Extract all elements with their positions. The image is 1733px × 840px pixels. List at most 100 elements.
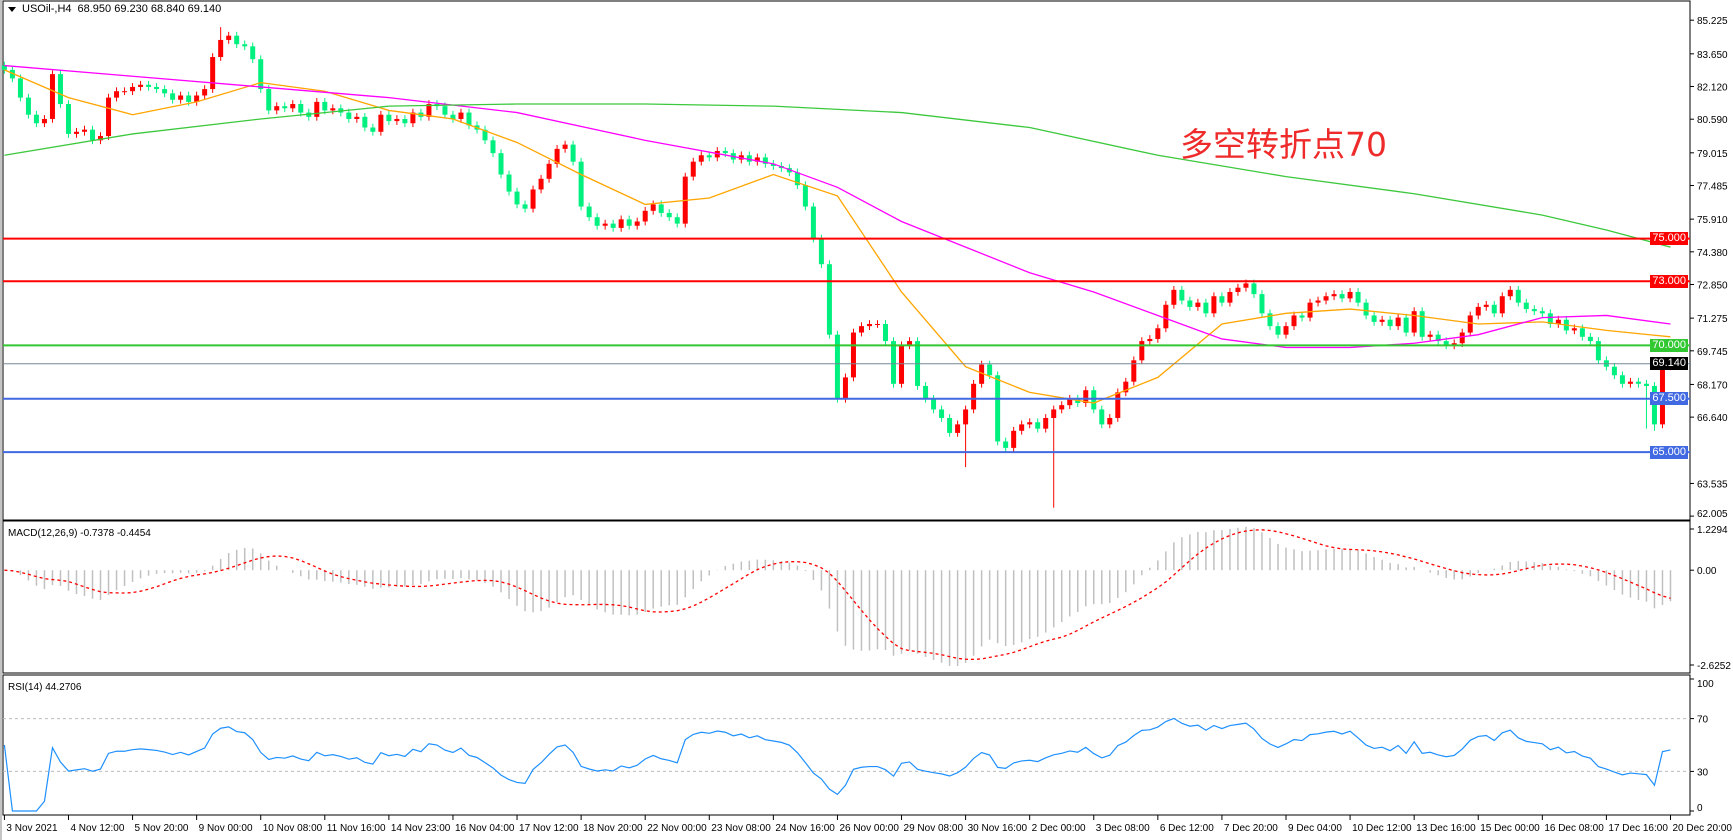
candle-down <box>482 129 488 141</box>
candle-up <box>963 409 969 425</box>
dropdown-triangle-icon[interactable] <box>8 6 16 12</box>
candle-up <box>314 101 320 117</box>
candle-down <box>1355 291 1361 303</box>
level-label: 70.000 <box>1650 338 1688 352</box>
candle-up <box>1107 417 1113 425</box>
candle-up <box>562 144 568 149</box>
candle-up <box>218 39 224 58</box>
price-tick-label: 83.650 <box>1697 50 1728 61</box>
price-tick-label: 66.640 <box>1697 413 1728 424</box>
time-tick-label: 4 Nov 12:00 <box>70 823 124 834</box>
candle-down <box>1251 283 1257 295</box>
candle-down <box>258 59 264 90</box>
candle-up <box>618 219 624 228</box>
candle-up <box>634 221 640 226</box>
candle-up <box>138 84 144 87</box>
macd-label: MACD(12,26,9) -0.7378 -0.4454 <box>8 528 151 539</box>
candle-up <box>1163 304 1169 329</box>
candle-down <box>1387 319 1393 327</box>
candle-up <box>1139 341 1145 361</box>
candle-down <box>666 212 672 218</box>
candle-down <box>826 264 832 335</box>
candle-up <box>73 131 79 134</box>
candle-down <box>33 114 39 124</box>
candle-down <box>242 44 248 47</box>
candle-down <box>594 217 600 226</box>
candle-up <box>1571 328 1577 331</box>
candle-up <box>354 116 360 119</box>
candle-down <box>65 104 71 134</box>
candle-down <box>1611 366 1617 376</box>
candle-up <box>1315 300 1321 303</box>
candle-down <box>674 217 680 224</box>
time-tick-label: 20 Dec 20:00 <box>1672 823 1732 834</box>
candle-up <box>642 210 648 222</box>
candle-up <box>554 148 560 164</box>
candle-down <box>626 219 632 226</box>
macd-tick-label: 0.00 <box>1697 566 1717 577</box>
level-label: 69.140 <box>1650 357 1688 371</box>
candle-up <box>1451 343 1457 346</box>
candle-down <box>322 101 328 111</box>
candle-down <box>947 417 953 433</box>
time-tick-label: 11 Nov 16:00 <box>327 823 386 834</box>
time-tick-label: 10 Dec 12:00 <box>1352 823 1412 834</box>
candle-down <box>386 114 392 122</box>
candle-up <box>1083 390 1089 404</box>
price-tick-label: 68.170 <box>1697 380 1728 391</box>
candle-down <box>1443 341 1449 346</box>
candle-up <box>202 89 208 96</box>
main-panel-frame <box>2 0 1691 521</box>
candle-down <box>570 144 576 162</box>
candle-down <box>794 172 800 186</box>
candle-down <box>1643 383 1649 386</box>
time-tick-label: 29 Nov 08:00 <box>904 823 964 834</box>
candle-up <box>82 129 87 132</box>
candle-up <box>410 112 416 124</box>
candle-down <box>9 69 15 79</box>
ma-mid-line <box>4 64 1671 349</box>
candle-up <box>1043 417 1049 429</box>
candle-up <box>194 95 200 102</box>
price-tick-label: 75.910 <box>1697 215 1728 226</box>
candle-up <box>426 104 432 117</box>
time-tick-label: 15 Dec 00:00 <box>1480 823 1540 834</box>
candle-down <box>450 114 456 119</box>
candle-down <box>146 84 152 87</box>
candle-down <box>1579 328 1585 337</box>
candle-up <box>1323 296 1329 301</box>
candle-down <box>1371 315 1377 322</box>
price-tick-label: 71.275 <box>1697 314 1728 325</box>
candle-up <box>1051 409 1057 418</box>
candle-up <box>122 91 128 93</box>
time-tick-label: 2 Dec 00:00 <box>1032 823 1086 834</box>
candle-down <box>490 140 496 154</box>
rsi-tick-label: 0 <box>1697 803 1703 814</box>
candle-up <box>1147 338 1153 342</box>
candle-up <box>290 104 296 109</box>
candle-down <box>282 106 288 109</box>
candle-up <box>858 326 864 333</box>
time-tick-label: 30 Nov 16:00 <box>968 823 1028 834</box>
candle-down <box>17 78 23 98</box>
candle-down <box>1523 302 1529 310</box>
candle-up <box>1283 326 1289 335</box>
time-tick-label: 14 Nov 23:00 <box>391 823 451 834</box>
candle-down <box>362 116 368 128</box>
candle-down <box>1491 304 1497 314</box>
time-tick-label: 22 Nov 00:00 <box>647 823 707 834</box>
candle-down <box>883 324 888 342</box>
candle-up <box>899 345 905 384</box>
candle-down <box>1 65 7 70</box>
candle-down <box>1003 441 1009 448</box>
candle-down <box>346 112 352 119</box>
candle-up <box>130 86 136 92</box>
candle-down <box>1619 375 1625 384</box>
candle-up <box>458 112 464 119</box>
rsi-line <box>3 717 1671 812</box>
rsi-tick-label: 70 <box>1697 715 1709 726</box>
level-label: 67.500 <box>1650 392 1688 406</box>
candle-down <box>1091 390 1097 410</box>
candle-down <box>186 95 192 102</box>
